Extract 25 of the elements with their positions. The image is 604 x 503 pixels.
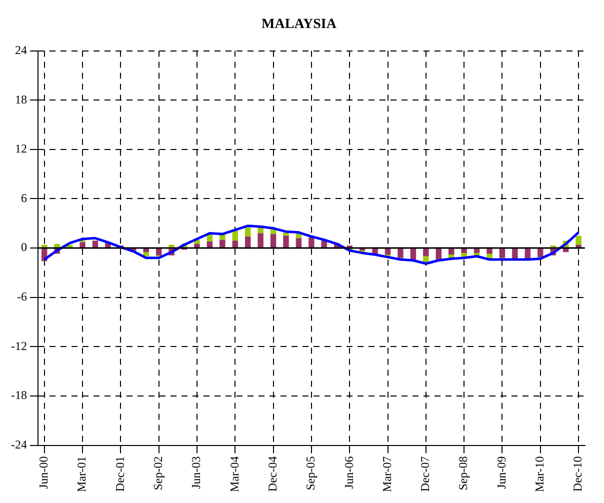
x-tick-label: Jun-00 [36, 456, 51, 489]
x-tick-label: Mar-01 [74, 456, 89, 492]
y-tick-label: 12 [14, 142, 27, 156]
x-tick-label: Sep-02 [150, 456, 165, 490]
x-tick-label: Jun-09 [494, 456, 508, 489]
x-tick-label: Dec-01 [112, 456, 127, 492]
x-tick-label: Mar-04 [227, 456, 242, 492]
x-tick-label: Jun-06 [342, 456, 356, 489]
x-tick-label: Dec-10 [570, 456, 585, 492]
x-tick-label: Dec-04 [265, 456, 280, 492]
y-tick-label: 6 [20, 190, 27, 205]
x-tick-label: Jun-03 [189, 456, 204, 489]
y-tick-label: -6 [16, 289, 27, 304]
y-tick-label: 24 [14, 42, 27, 57]
x-tick-label: Dec-07 [418, 456, 432, 492]
x-tick-label: Sep-05 [304, 456, 318, 490]
chart-title: MALAYSIA [262, 17, 338, 32]
x-tick-label: Sep-08 [456, 456, 470, 490]
y-tick-label: 18 [14, 92, 27, 106]
y-tick-label: 0 [20, 240, 27, 254]
y-tick-label: -12 [10, 338, 27, 353]
y-tick-label: -24 [10, 437, 27, 452]
x-tick-label: Mar-07 [380, 456, 394, 492]
x-tick-label: Mar-10 [532, 456, 547, 492]
y-tick-label: -18 [10, 388, 27, 402]
